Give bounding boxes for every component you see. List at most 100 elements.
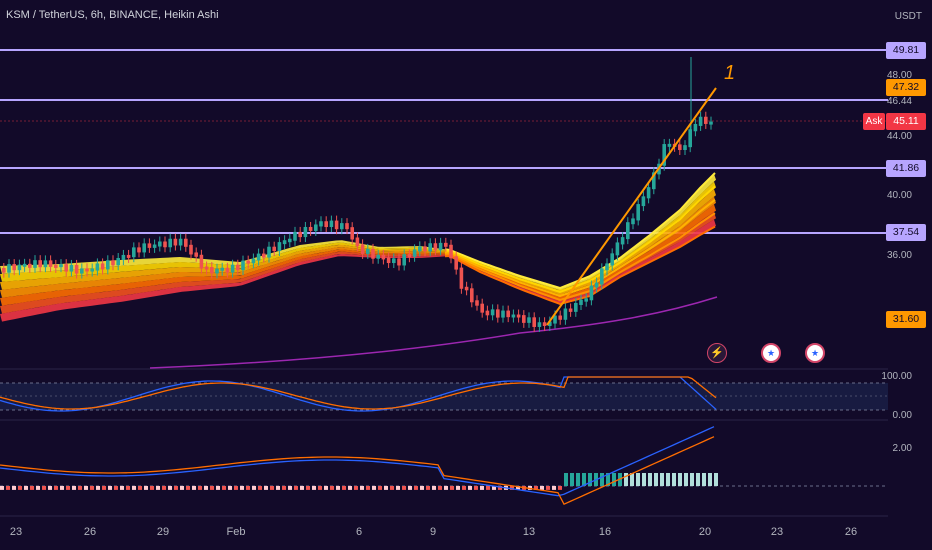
- macd-bar: [576, 473, 580, 486]
- macd-bar: [708, 473, 712, 486]
- macd-bar: [114, 486, 118, 490]
- candle-body: [490, 309, 495, 316]
- candle-body: [69, 264, 74, 272]
- macd-bar: [318, 486, 322, 490]
- candle-body: [54, 264, 58, 268]
- macd-bar: [612, 473, 616, 486]
- level-tag-49-81[interactable]: 49.81: [886, 42, 926, 59]
- candle-body: [43, 260, 48, 268]
- candle-body: [90, 268, 94, 272]
- price-tick: 36.00: [886, 250, 912, 261]
- candle-body: [496, 309, 500, 318]
- candle-body: [210, 267, 214, 274]
- macd-bar: [198, 486, 202, 490]
- macd-bar: [426, 486, 430, 490]
- candle-body: [22, 263, 27, 267]
- macd-bar: [144, 486, 148, 490]
- time-tick: 16: [598, 526, 612, 538]
- macd-bar: [300, 486, 304, 490]
- macd-bar: [126, 486, 130, 490]
- level-tag-47-32[interactable]: 47.32: [886, 79, 926, 96]
- macd-bar: [642, 473, 646, 486]
- candle-body: [412, 249, 417, 257]
- candle-body: [106, 260, 110, 270]
- candle-body: [407, 254, 412, 258]
- candle-body: [542, 322, 547, 326]
- candle-body: [256, 253, 261, 261]
- candle-body: [366, 248, 370, 254]
- macd-bar: [330, 486, 334, 490]
- candle-body: [340, 223, 344, 230]
- macd-bar: [294, 486, 298, 490]
- ask-label: Ask: [863, 113, 885, 130]
- macd-bar: [552, 486, 556, 490]
- macd-bar: [402, 486, 406, 490]
- current-price-tag[interactable]: 45.11: [886, 113, 926, 130]
- candle-body: [605, 263, 609, 271]
- candle-body: [376, 254, 380, 259]
- level-tag-37-54[interactable]: 37.54: [886, 224, 926, 241]
- candle-body: [147, 243, 152, 248]
- macd-bar: [510, 486, 514, 490]
- candle-body: [95, 263, 100, 271]
- time-tick: 23: [770, 526, 784, 538]
- candle-body: [64, 264, 68, 272]
- trend-line[interactable]: [546, 87, 717, 326]
- candle-body: [480, 303, 484, 313]
- macd-bar: [450, 486, 454, 490]
- macd-bar: [336, 486, 340, 490]
- macd-bar: [216, 486, 220, 490]
- macd-bar: [90, 486, 94, 490]
- candle-body: [470, 288, 474, 303]
- ribbon-band: [0, 204, 716, 306]
- price-tick: 44.00: [886, 131, 912, 142]
- us-flag-icon[interactable]: ★: [761, 343, 781, 363]
- chart-title: KSM / TetherUS, 6h, BINANCE, Heikin Ashi: [6, 9, 219, 21]
- candle-body: [438, 242, 443, 251]
- currency-label: USDT: [894, 11, 922, 22]
- time-tick: 13: [522, 526, 536, 538]
- level-tag-31-60[interactable]: 31.60: [886, 311, 926, 328]
- macd-bar: [600, 473, 604, 486]
- candle-body: [641, 196, 646, 207]
- candle-body: [85, 268, 89, 272]
- candle-body: [459, 267, 464, 289]
- macd-bar: [0, 486, 4, 490]
- macd-bar: [252, 486, 256, 490]
- macd-bar: [150, 486, 154, 490]
- macd-bar: [60, 486, 64, 490]
- candle-body: [610, 253, 614, 266]
- macd-bar: [18, 486, 22, 490]
- candle-body: [568, 308, 573, 312]
- candle-body: [475, 300, 479, 306]
- candle-body: [319, 221, 323, 227]
- macd-histogram: [0, 473, 718, 490]
- candle-body: [615, 242, 620, 256]
- candle-body: [324, 221, 328, 228]
- macd-bar: [684, 473, 688, 486]
- ribbon-line: [444, 225, 716, 306]
- candle-body: [584, 298, 588, 302]
- candle-body: [506, 310, 510, 318]
- level-tag-41-86[interactable]: 41.86: [886, 160, 926, 177]
- candle-body: [12, 264, 16, 271]
- macd-bar: [78, 486, 82, 490]
- macd-bar: [108, 486, 112, 490]
- candle-body: [194, 252, 198, 257]
- macd-bar: [546, 486, 550, 490]
- us-flag-icon[interactable]: ★: [805, 343, 825, 363]
- macd-bar: [288, 486, 292, 490]
- macd-bar: [48, 486, 52, 490]
- macd-bar: [120, 486, 124, 490]
- lightning-icon[interactable]: ⚡: [707, 343, 727, 363]
- macd-bar: [258, 486, 262, 490]
- candle-body: [574, 302, 578, 312]
- long-moving-average: [149, 296, 718, 369]
- macd-bar: [390, 486, 394, 490]
- candle-body: [600, 268, 604, 285]
- macd-bar: [66, 486, 70, 490]
- macd-bar: [654, 473, 658, 486]
- macd-bar: [132, 486, 136, 490]
